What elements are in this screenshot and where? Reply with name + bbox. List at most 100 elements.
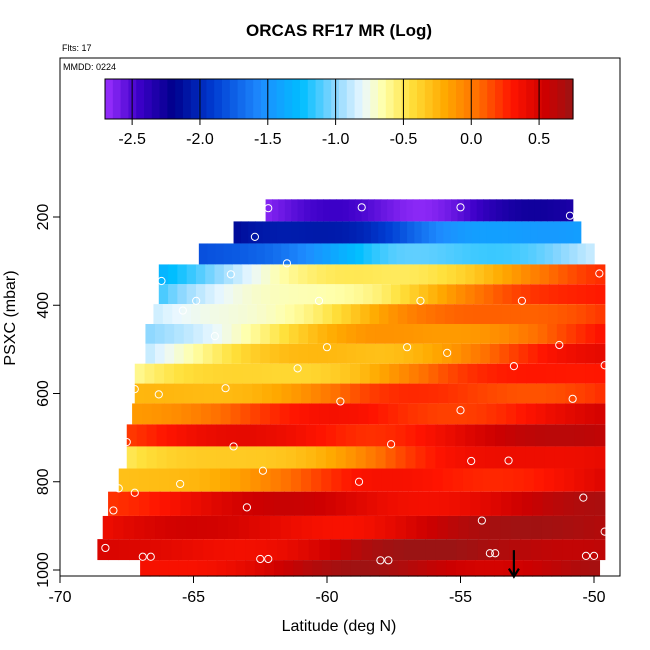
heat-cell — [509, 539, 521, 561]
heat-cell — [146, 424, 158, 447]
heat-cell — [381, 264, 392, 285]
heat-cell — [474, 264, 485, 285]
heat-cell — [447, 515, 459, 540]
heat-cell — [197, 560, 208, 577]
heat-cell — [554, 446, 566, 469]
heat-cell — [364, 515, 376, 540]
heat-cell — [288, 284, 299, 305]
heat-cell — [301, 515, 313, 540]
heat-cell — [329, 199, 337, 222]
heat-cell — [181, 403, 192, 425]
colorbar-cell — [526, 79, 535, 119]
heat-cell — [474, 284, 485, 305]
heat-cell — [508, 199, 516, 222]
heat-cell — [353, 284, 364, 305]
sample-point — [581, 551, 591, 560]
heat-cell — [128, 491, 140, 516]
date-label: MMDD: 0224 — [63, 62, 116, 72]
heat-cell — [310, 363, 322, 384]
colorbar-cell — [502, 79, 512, 119]
heat-cell — [555, 403, 566, 425]
heat-cell — [394, 343, 405, 364]
heat-cell — [442, 324, 453, 344]
heat-cell — [236, 446, 247, 469]
heat-cell — [418, 284, 429, 305]
colorbar-tick-label: -0.5 — [390, 131, 418, 148]
heat-cell — [567, 284, 578, 305]
heat-cell — [532, 491, 544, 516]
heat-cell — [575, 383, 586, 404]
heat-cell — [564, 446, 576, 469]
heat-cell — [528, 243, 538, 265]
colorbar-cell — [120, 79, 129, 119]
heat-cell — [455, 424, 466, 447]
heat-cell — [384, 343, 395, 364]
heat-cell — [414, 539, 426, 561]
heat-cell — [210, 403, 222, 425]
heat-cell — [317, 343, 328, 364]
heat-cell — [489, 199, 497, 222]
heat-cell — [412, 468, 424, 492]
heat-cell — [254, 560, 266, 577]
heat-cell — [323, 199, 331, 222]
heat-cell — [437, 403, 448, 425]
heat-cell — [132, 403, 143, 425]
heat-cell — [575, 403, 586, 425]
heat-cell — [387, 199, 395, 222]
heat-cell — [534, 199, 542, 222]
heat-cell — [205, 264, 216, 285]
sample-point — [595, 269, 604, 278]
heat-cell — [506, 403, 517, 425]
sample-point — [226, 270, 235, 279]
heat-cell — [541, 515, 554, 540]
sample-point — [357, 203, 366, 212]
heat-cell — [470, 324, 482, 344]
colorbar-cell — [159, 79, 168, 119]
heat-cell — [443, 221, 452, 244]
heat-cell — [595, 343, 606, 364]
heat-cell — [156, 446, 168, 469]
heat-cell — [379, 243, 389, 265]
heat-cell — [409, 264, 420, 285]
heat-cell — [363, 284, 374, 305]
heat-cell — [155, 343, 166, 364]
heat-cell — [168, 284, 179, 305]
heat-cell — [361, 539, 373, 561]
heat-cell — [467, 539, 479, 561]
heat-cell — [395, 424, 407, 447]
heat-cell — [274, 560, 285, 577]
heat-cell — [447, 403, 458, 425]
heat-cell — [522, 221, 531, 244]
heat-cell — [495, 446, 506, 469]
heat-cell — [249, 515, 261, 540]
heat-cell — [506, 383, 518, 404]
heat-cell — [151, 403, 163, 425]
heat-cell — [391, 284, 402, 305]
heat-cell — [177, 264, 188, 285]
heat-cell — [483, 468, 495, 492]
heat-cell — [196, 515, 208, 540]
heat-cell — [97, 539, 109, 561]
heat-cell — [187, 560, 199, 577]
heat-cell — [340, 363, 351, 384]
heat-cell — [413, 343, 424, 364]
heat-cell — [206, 424, 218, 447]
heat-cell — [494, 560, 505, 577]
heat-cell — [421, 221, 430, 244]
sample-point — [258, 466, 268, 475]
heat-cell — [493, 221, 502, 244]
sample-point — [264, 204, 273, 213]
heat-cell — [294, 491, 306, 516]
heat-cell — [446, 264, 457, 285]
heat-cell — [209, 468, 221, 492]
heat-cell — [428, 284, 439, 305]
heat-cell — [316, 264, 327, 285]
heat-cell — [369, 304, 380, 325]
heat-cell — [181, 539, 194, 561]
colorbar-cell — [362, 79, 371, 119]
heat-cell — [398, 560, 409, 577]
heat-cell — [407, 403, 419, 425]
colorbar-cell — [354, 79, 363, 119]
heat-cell — [561, 560, 572, 577]
heat-cell — [574, 446, 586, 469]
